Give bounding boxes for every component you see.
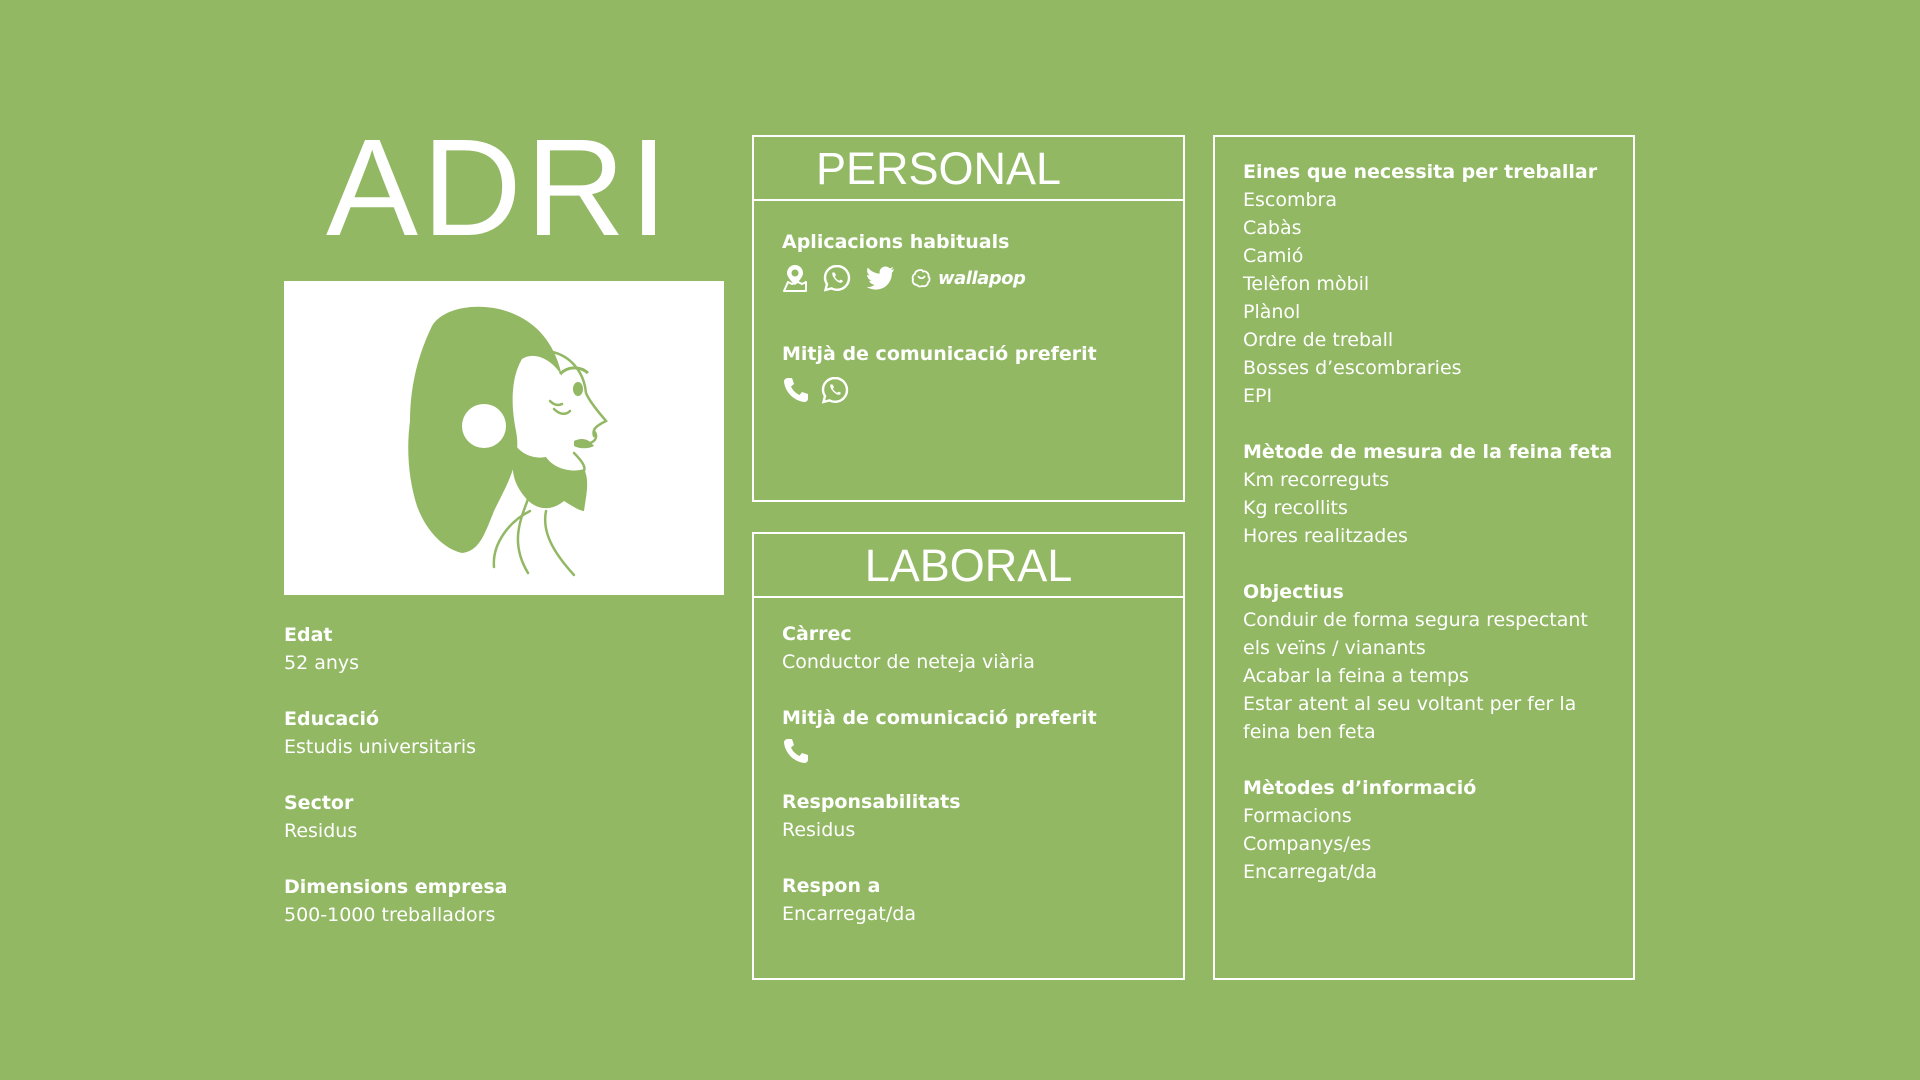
- goals-list: Conduir de forma segura respectant els v…: [1243, 606, 1613, 746]
- profile-sector: Sector Residus: [284, 789, 724, 845]
- profile-label: Dimensions empresa: [284, 876, 508, 898]
- responsibilities-value: Residus: [782, 819, 856, 841]
- reports-to-label: Respon a: [782, 875, 881, 897]
- responsibilities-label: Responsabilitats: [782, 791, 961, 813]
- persona-name: ADRI: [326, 111, 672, 265]
- whatsapp-icon: [822, 263, 852, 293]
- phone-icon: [782, 737, 810, 765]
- wallapop-logo: wallapop: [910, 267, 1026, 289]
- goals-label: Objectius: [1243, 581, 1344, 603]
- profile-label: Educació: [284, 708, 380, 730]
- personal-comm-icons: [782, 375, 850, 405]
- profile-age: Edat 52 anys: [284, 621, 724, 677]
- reports-to-value: Encarregat/da: [782, 903, 916, 925]
- list-item: EPI: [1243, 385, 1273, 407]
- profile-value: 52 anys: [284, 652, 360, 674]
- profile-label: Sector: [284, 792, 354, 814]
- list-item: Estar atent al seu voltant per fer la: [1243, 693, 1577, 715]
- needs-panel: Eines que necessita per treballar Escomb…: [1213, 135, 1635, 980]
- personal-comm-label: Mitjà de comunicació preferit: [782, 343, 1097, 365]
- laboral-comm-icons: [782, 737, 810, 765]
- apps-label: Aplicacions habituals: [782, 231, 1010, 253]
- personal-title: PERSONAL: [754, 137, 1183, 201]
- whatsapp-icon: [820, 375, 850, 405]
- list-item: Plànol: [1243, 301, 1301, 323]
- laboral-reports-to: Respon a Encarregat/da: [782, 872, 1163, 928]
- twitter-icon: [866, 265, 896, 291]
- measure-section: Mètode de mesura de la feina feta Km rec…: [1243, 438, 1613, 550]
- wallapop-text: wallapop: [938, 267, 1026, 289]
- info-list: Formacions Companys/es Encarregat/da: [1243, 802, 1613, 886]
- list-item: Conduir de forma segura respectant: [1243, 609, 1588, 631]
- persona-portrait: [284, 281, 724, 595]
- role-label: Càrrec: [782, 623, 852, 645]
- list-item: Ordre de treball: [1243, 329, 1394, 351]
- list-item: Acabar la feina a temps: [1243, 665, 1469, 687]
- map-pin-icon: [782, 263, 808, 293]
- laboral-role: Càrrec Conductor de neteja viària: [782, 620, 1163, 676]
- list-item: feina ben feta: [1243, 721, 1376, 743]
- profile-label: Edat: [284, 624, 333, 646]
- wallapop-icon: [911, 269, 931, 288]
- tools-section: Eines que necessita per treballar Escomb…: [1243, 158, 1613, 410]
- apps-icons: wallapop: [782, 263, 1026, 293]
- list-item: Telèfon mòbil: [1243, 273, 1370, 295]
- portrait-illustration: [408, 306, 608, 577]
- laboral-panel: LABORAL Càrrec Conductor de neteja viàri…: [752, 532, 1185, 980]
- list-item: Camió: [1243, 245, 1304, 267]
- profile-company-size: Dimensions empresa 500-1000 treballadors: [284, 873, 724, 929]
- list-item: Formacions: [1243, 805, 1352, 827]
- profile-education: Educació Estudis universitaris: [284, 705, 724, 761]
- list-item: Cabàs: [1243, 217, 1302, 239]
- goals-section: Objectius Conduir de forma segura respec…: [1243, 578, 1613, 746]
- list-item: Kg recollits: [1243, 497, 1348, 519]
- laboral-responsibilities: Responsabilitats Residus: [782, 788, 1163, 844]
- profile-value: 500-1000 treballadors: [284, 904, 496, 926]
- list-item: Hores realitzades: [1243, 525, 1408, 547]
- list-item: els veïns / vianants: [1243, 637, 1426, 659]
- list-item: Escombra: [1243, 189, 1337, 211]
- personal-panel: PERSONAL Aplicacions habituals: [752, 135, 1185, 502]
- profile-value: Residus: [284, 820, 358, 842]
- info-label: Mètodes d’informació: [1243, 777, 1477, 799]
- profile-value: Estudis universitaris: [284, 736, 477, 758]
- info-section: Mètodes d’informació Formacions Companys…: [1243, 774, 1613, 886]
- measure-label: Mètode de mesura de la feina feta: [1243, 441, 1613, 463]
- list-item: Encarregat/da: [1243, 861, 1377, 883]
- list-item: Bosses d’escombraries: [1243, 357, 1462, 379]
- tools-label: Eines que necessita per treballar: [1243, 161, 1598, 183]
- phone-icon: [782, 376, 810, 404]
- role-value: Conductor de neteja viària: [782, 651, 1035, 673]
- laboral-comm-label: Mitjà de comunicació preferit: [782, 707, 1097, 729]
- measure-list: Km recorreguts Kg recollits Hores realit…: [1243, 466, 1613, 550]
- tools-list: Escombra Cabàs Camió Telèfon mòbil Plàno…: [1243, 186, 1613, 410]
- list-item: Km recorreguts: [1243, 469, 1390, 491]
- laboral-title: LABORAL: [754, 534, 1183, 598]
- list-item: Companys/es: [1243, 833, 1372, 855]
